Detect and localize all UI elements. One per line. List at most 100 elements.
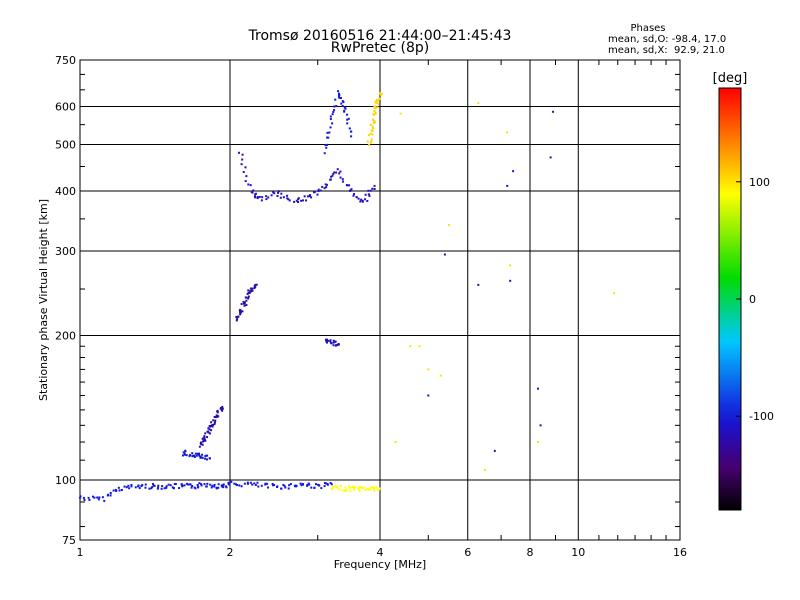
data-point	[509, 264, 512, 267]
data-point	[282, 483, 285, 486]
data-point	[128, 487, 131, 490]
data-point	[207, 431, 210, 434]
data-point	[237, 151, 240, 154]
data-point	[346, 122, 349, 125]
data-point	[303, 195, 306, 198]
data-point	[325, 146, 328, 149]
data-point	[199, 441, 202, 444]
data-point	[240, 303, 243, 306]
phase-legend-title: Phases	[630, 23, 666, 34]
data-point	[380, 92, 383, 95]
data-point	[204, 455, 207, 458]
data-point	[325, 340, 328, 343]
data-point	[394, 441, 397, 444]
x-tick-label: 1	[77, 546, 84, 559]
data-point	[427, 368, 430, 371]
data-point	[225, 486, 228, 489]
data-point	[243, 304, 246, 307]
data-point	[241, 153, 244, 156]
data-point	[308, 194, 311, 197]
data-point	[185, 482, 188, 485]
data-point	[167, 483, 170, 486]
data-point	[294, 484, 297, 487]
data-point	[341, 178, 344, 181]
data-point	[310, 196, 313, 199]
data-point	[247, 295, 250, 298]
data-point	[97, 498, 100, 501]
y-tick-label: 600	[55, 101, 76, 114]
data-point	[205, 485, 208, 488]
data-point	[127, 484, 130, 487]
data-point	[276, 195, 279, 198]
data-point	[101, 496, 104, 499]
data-point	[286, 197, 289, 200]
data-point	[148, 487, 151, 490]
data-point	[374, 111, 377, 114]
data-point	[219, 406, 222, 409]
data-point	[327, 136, 330, 139]
data-point	[191, 452, 194, 455]
data-point	[247, 183, 250, 186]
data-point	[230, 480, 233, 483]
data-point	[330, 175, 333, 178]
data-point	[319, 189, 322, 192]
data-point	[353, 192, 356, 195]
data-point	[373, 187, 376, 190]
data-point	[246, 482, 249, 485]
data-point	[325, 186, 328, 189]
data-point	[273, 192, 276, 195]
data-point	[233, 482, 236, 485]
data-point	[339, 97, 342, 100]
data-point	[190, 486, 193, 489]
data-point	[316, 193, 319, 196]
data-point	[447, 223, 450, 226]
data-point	[130, 485, 133, 488]
data-point	[343, 490, 346, 493]
data-point	[222, 483, 225, 486]
data-point	[202, 439, 205, 442]
data-point	[338, 96, 341, 99]
data-point	[272, 191, 275, 194]
data-point	[261, 196, 264, 199]
data-point	[367, 193, 370, 196]
data-point	[314, 190, 317, 193]
data-point	[216, 414, 219, 417]
data-point	[196, 452, 199, 455]
data-point	[359, 200, 362, 203]
data-point	[350, 135, 353, 138]
data-point	[367, 189, 370, 192]
data-point	[271, 483, 274, 486]
data-point	[361, 486, 364, 489]
data-point	[246, 481, 249, 484]
data-point	[254, 192, 257, 195]
data-point	[332, 339, 335, 342]
data-point	[208, 432, 211, 435]
data-point	[335, 344, 338, 347]
data-point	[242, 300, 245, 303]
data-point	[211, 425, 214, 428]
data-point	[280, 192, 283, 195]
data-point	[123, 485, 126, 488]
y-axis-label: Stationary phase Virtual Height [km]	[37, 199, 50, 401]
data-point	[536, 441, 539, 444]
data-point	[331, 487, 334, 490]
data-point	[256, 481, 259, 484]
data-point	[332, 341, 335, 344]
data-point	[376, 106, 379, 109]
colorbar-tick-label: 0	[749, 293, 756, 306]
data-point	[245, 299, 248, 302]
data-point	[152, 484, 155, 487]
data-point	[326, 143, 329, 146]
data-point	[134, 486, 137, 489]
data-point	[78, 496, 81, 499]
data-point	[239, 308, 242, 311]
data-point	[341, 104, 344, 107]
data-point	[371, 125, 374, 128]
data-point	[326, 338, 329, 341]
data-point	[321, 185, 324, 188]
data-point	[238, 484, 241, 487]
data-point	[96, 496, 99, 499]
data-point	[355, 196, 358, 199]
data-point	[509, 279, 512, 282]
data-point	[198, 445, 201, 448]
